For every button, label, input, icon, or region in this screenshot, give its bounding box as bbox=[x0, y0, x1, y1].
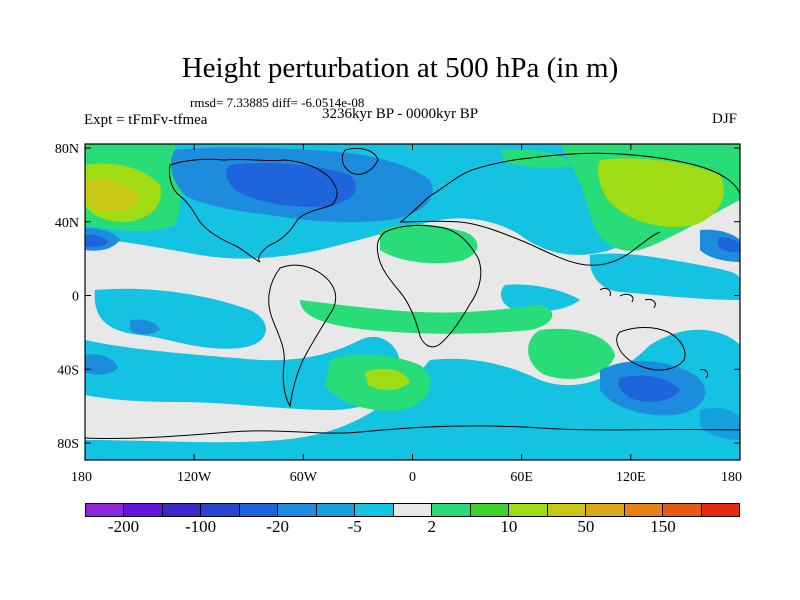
lon-tick-label: 0 bbox=[409, 470, 416, 485]
africa-coastline bbox=[376, 224, 482, 348]
colorbar-box bbox=[124, 504, 163, 516]
colorbar-label: -100 bbox=[184, 517, 217, 536]
contour-field bbox=[85, 144, 740, 460]
colorbar-box bbox=[663, 504, 702, 516]
lat-tick-label: 0 bbox=[72, 290, 79, 305]
maritime-islands-coastline bbox=[599, 287, 709, 379]
experiment-label: Expt = tFmFv-tfmea bbox=[84, 112, 208, 128]
colorbar-box bbox=[162, 504, 202, 516]
lat-tick-label: 40S bbox=[57, 363, 79, 378]
lon-tick-label: 180 bbox=[721, 470, 742, 485]
colorbar-box bbox=[393, 504, 433, 516]
colorbar-box bbox=[509, 504, 548, 516]
lon-tick-label: 60E bbox=[510, 470, 533, 485]
colorbar-box bbox=[547, 504, 587, 516]
colorbar-box bbox=[239, 504, 279, 516]
map-title: Height perturbation at 500 hPa (in m) bbox=[181, 52, 619, 84]
colorbar-box bbox=[201, 504, 240, 516]
season-label: DJF bbox=[712, 111, 738, 127]
time-period-label: 3236kyr BP - 0000kyr BP bbox=[322, 106, 479, 122]
colorbar-label: 2 bbox=[427, 517, 437, 536]
colorbar-box bbox=[624, 504, 664, 516]
lat-tick-label: 80S bbox=[57, 437, 79, 452]
north-america-coastline bbox=[169, 158, 338, 263]
europe-asia-coastline bbox=[399, 152, 740, 266]
lon-tick-label: 180 bbox=[71, 470, 92, 485]
rmsd-diff-stats: rmsd= 7.33885 diff= -6.0514e-08 bbox=[190, 95, 365, 110]
colorbar-box bbox=[701, 504, 739, 516]
lat-tick-label: 40N bbox=[55, 216, 79, 231]
lon-tick-label: 120E bbox=[616, 470, 646, 485]
colorbar-label: 10 bbox=[500, 517, 518, 536]
colorbar-label: -20 bbox=[266, 517, 289, 536]
colorbar-box bbox=[586, 504, 625, 516]
colorbar-box bbox=[432, 504, 471, 516]
antarctica-coastline bbox=[85, 425, 740, 440]
australia-coastline bbox=[616, 327, 686, 371]
lat-tick-label: 80N bbox=[55, 142, 79, 157]
colorbar bbox=[85, 503, 740, 517]
lon-tick-label: 120W bbox=[177, 470, 212, 485]
lon-tick-label: 60W bbox=[290, 470, 318, 485]
colorbar-box bbox=[86, 504, 125, 516]
colorbar-label: 150 bbox=[650, 517, 676, 536]
colorbar-box bbox=[316, 504, 356, 516]
colorbar-label: 50 bbox=[577, 517, 595, 536]
longitude-axis: 180 120W 60W 0 60E 120E 180 bbox=[71, 144, 742, 485]
colorbar-box bbox=[355, 504, 394, 516]
latitude-axis: 80N 40N 0 40S 80S bbox=[55, 142, 740, 452]
south-america-coastline bbox=[268, 264, 337, 408]
colorbar-box bbox=[470, 504, 510, 516]
colorbar-label: -5 bbox=[347, 517, 362, 536]
coastlines bbox=[85, 147, 740, 440]
colorbar-box bbox=[278, 504, 317, 516]
colorbar-label: -200 bbox=[107, 517, 140, 536]
greenland-coastline bbox=[341, 147, 379, 175]
